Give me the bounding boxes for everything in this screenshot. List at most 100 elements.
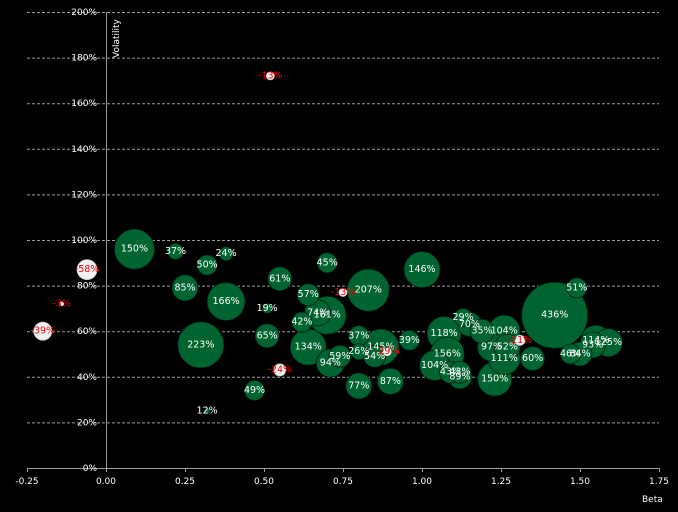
bubble-label: 104% [421, 360, 448, 371]
bubble-circle[interactable] [177, 321, 225, 369]
bubble[interactable] [244, 380, 265, 401]
bubble-circle[interactable] [33, 321, 53, 341]
bubble-circle[interactable] [566, 277, 588, 299]
bubble[interactable] [376, 367, 404, 395]
bubble-circle[interactable] [376, 367, 404, 395]
bubble-circle[interactable] [521, 281, 589, 349]
bubble-circle[interactable] [448, 360, 472, 384]
bubble-circle[interactable] [520, 346, 545, 371]
bubble-label: 84% [569, 349, 590, 360]
y-tick-label: 100% [71, 236, 97, 246]
bubble-circle[interactable] [296, 283, 320, 307]
bubble[interactable] [203, 407, 211, 415]
bubble[interactable] [328, 344, 352, 368]
bubble-circle[interactable] [514, 334, 526, 346]
bubble[interactable] [261, 302, 273, 314]
bubble-circle[interactable] [398, 329, 420, 351]
bubble[interactable] [566, 277, 588, 299]
bubble-circle[interactable] [316, 252, 338, 274]
bubble-circle[interactable] [493, 333, 521, 361]
bubble[interactable] [514, 334, 526, 346]
bubble[interactable] [267, 266, 293, 292]
y-tick-label: 0% [83, 464, 98, 474]
bubble[interactable] [177, 321, 225, 369]
bubble-circle[interactable] [59, 301, 65, 307]
bubble[interactable] [171, 274, 199, 302]
bubble-label: 51% [566, 282, 587, 293]
y-tick-label: 180% [71, 54, 97, 64]
bubble[interactable] [291, 311, 313, 333]
bubble[interactable] [76, 259, 98, 281]
bubble-circle[interactable] [171, 274, 199, 302]
bubble-circle[interactable] [254, 323, 280, 349]
bubble-label: 125% [595, 337, 622, 348]
y-tick-label: 40% [77, 373, 97, 383]
bubble[interactable] [521, 281, 589, 349]
bubble-label: 150% [121, 244, 148, 255]
bubble[interactable] [167, 242, 184, 260]
bubble-label: 45% [317, 257, 338, 268]
bubble-circle[interactable] [469, 318, 495, 344]
y-axis-label: Volatility [112, 18, 122, 58]
bubble[interactable] [254, 323, 280, 349]
bubble-circle[interactable] [206, 282, 246, 321]
x-tick-label: 1.25 [491, 477, 511, 487]
bubble-circle[interactable] [196, 254, 218, 276]
bubble-label: 134% [295, 342, 322, 353]
bubble-label: 43% [440, 367, 461, 378]
bubble-label: 118% [431, 328, 458, 339]
bubble[interactable] [316, 252, 338, 274]
y-tick-label: 60% [77, 327, 97, 337]
bubble-circle[interactable] [346, 268, 390, 312]
bubble[interactable] [265, 71, 275, 81]
bubble[interactable] [296, 283, 320, 307]
bubble[interactable] [398, 329, 420, 351]
bubble[interactable] [33, 321, 53, 341]
bubble-circle[interactable] [338, 288, 348, 297]
bubble[interactable] [448, 360, 472, 384]
bubble[interactable] [350, 343, 368, 361]
bubble[interactable] [346, 268, 390, 312]
bubble-circle[interactable] [560, 343, 581, 365]
bubble[interactable] [345, 372, 373, 400]
bubble-circle[interactable] [291, 311, 313, 333]
bubble[interactable] [114, 228, 155, 270]
bubble-circle[interactable] [244, 380, 265, 401]
bubble-circle[interactable] [345, 372, 373, 400]
bubble-circle[interactable] [453, 308, 473, 327]
bubble-circle[interactable] [114, 228, 155, 270]
bubble[interactable] [403, 251, 441, 289]
bubble-circle[interactable] [403, 251, 441, 289]
bubble-circle[interactable] [167, 242, 184, 260]
bubble-label: 37% [165, 246, 186, 257]
bubble[interactable] [206, 282, 246, 321]
bubble[interactable] [273, 363, 287, 377]
bubble-circle[interactable] [267, 266, 293, 292]
bubble-label: 12% [197, 406, 218, 417]
bubble-circle[interactable] [76, 259, 98, 281]
bubble[interactable] [520, 346, 545, 371]
bubble[interactable] [59, 301, 65, 307]
bubble-label: 59% [329, 351, 350, 362]
x-tick-label: 0.50 [254, 477, 274, 487]
bubble[interactable] [453, 308, 473, 327]
bubble[interactable] [338, 288, 348, 297]
bubble-circle[interactable] [265, 71, 275, 81]
y-tick-label: 200% [71, 8, 97, 18]
bubble-circle[interactable] [273, 363, 287, 377]
bubble-circle[interactable] [261, 302, 273, 314]
gridlines [27, 12, 659, 424]
bubble-circle[interactable] [350, 343, 368, 361]
x-tick-label: 0.25 [175, 477, 195, 487]
bubble[interactable] [493, 333, 521, 361]
bubble-circle[interactable] [203, 407, 211, 415]
bubble[interactable] [560, 343, 581, 365]
bubble[interactable] [382, 347, 392, 357]
bubble-circle[interactable] [328, 344, 352, 368]
bubble[interactable] [218, 246, 234, 262]
bubble[interactable] [469, 318, 495, 344]
bubble-circle[interactable] [218, 246, 234, 262]
bubble-label: -29% [375, 346, 400, 357]
bubble-circle[interactable] [382, 347, 392, 357]
bubble[interactable] [196, 254, 218, 276]
